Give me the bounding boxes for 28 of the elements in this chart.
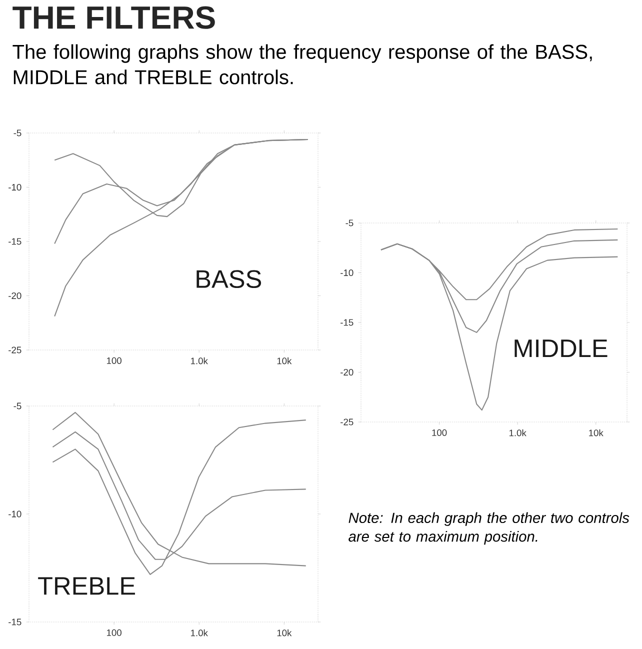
y-tick-label: -10	[8, 510, 22, 518]
x-tick-label: 1.0k	[191, 357, 208, 364]
text: BASS	[196, 270, 262, 288]
y-tick-label: -5	[14, 402, 22, 410]
x-tick-label: 10k	[277, 357, 292, 364]
text: The following graphs show the frequency response of the BASS, MIDDLE and TREBLE controls.	[12, 44, 592, 84]
y-tick-label: -15	[8, 618, 22, 626]
y-tick-label: -10	[8, 184, 22, 191]
x-tick-label: 100	[106, 629, 122, 636]
y-tick-label: -5	[14, 130, 22, 136]
y-tick-label: -20	[8, 292, 22, 300]
x-tick-label: 10k	[277, 629, 292, 636]
text: TREBLE	[38, 577, 135, 595]
y-tick-label: -25	[340, 418, 354, 426]
text: THE FILTERS	[12, 6, 215, 29]
x-tick-label: 1.0k	[509, 429, 526, 436]
x-tick-label: 100	[106, 357, 122, 364]
y-tick-label: -5	[346, 220, 354, 226]
text: Note: In each graph the other two controls are set to maximum position.	[348, 512, 630, 545]
x-tick-label: 10k	[589, 429, 604, 436]
x-tick-label: 1.0k	[191, 629, 208, 636]
y-tick-label: -20	[340, 368, 354, 376]
x-tick-label: 100	[432, 429, 447, 436]
y-tick-label: -15	[340, 319, 354, 326]
text: MIDDLE	[514, 340, 608, 358]
y-tick-label: -25	[8, 346, 22, 354]
y-tick-label: -15	[8, 238, 22, 245]
y-tick-label: -10	[340, 269, 354, 276]
